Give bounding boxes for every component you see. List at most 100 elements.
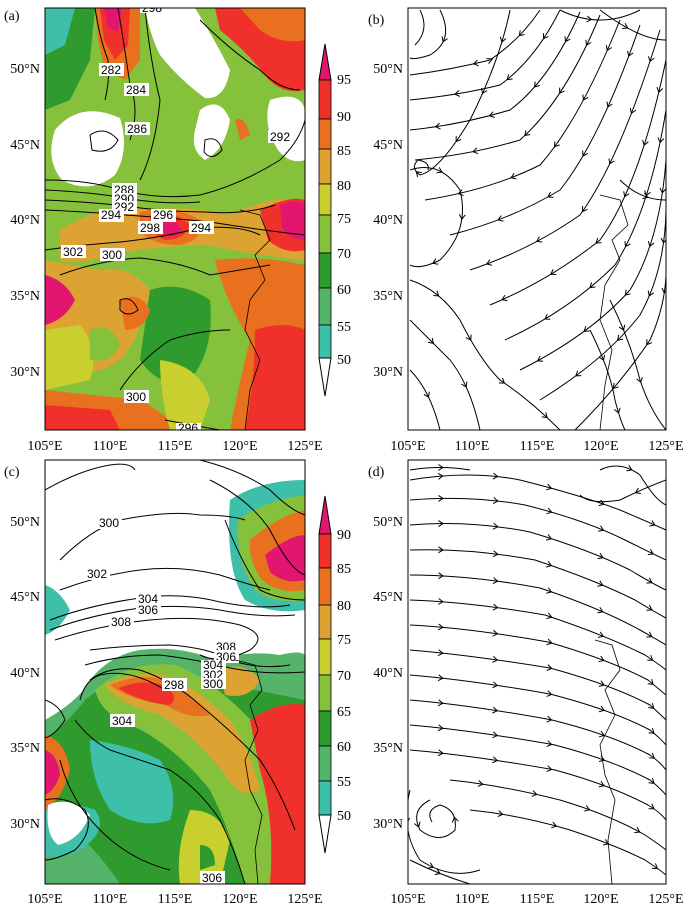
streamline-arrow-icon [477,780,484,787]
streamline-arrow-icon [492,731,499,739]
colorbar-level [318,745,332,782]
streamline-arrow-icon [437,699,444,707]
streamline-arrow-icon [597,580,604,587]
streamline-arrow-icon [608,158,615,165]
streamline-arrow-icon [437,623,444,631]
contour-label: 300 [126,390,146,404]
colorbar-level [318,252,332,289]
streamline-arrow-icon [595,237,602,244]
streamline-arrow-icon [492,706,499,714]
streamline-arrow-icon [524,130,531,137]
streamline-arrow-icon [648,803,655,810]
panel-d-coastline [594,639,621,884]
colorbar-tick: 85 [337,144,351,159]
panel-b-coastline [599,194,629,430]
lon-tick-label: 105°E [390,439,425,454]
streamline-arrow-icon [629,107,637,115]
panel-a-lat-ticks: 50°N 45°N 40°N 35°N 30°N [10,62,40,380]
contour-label: 304 [203,658,223,672]
contour-label: 296 [178,421,198,435]
streamline-arrow-icon [485,259,493,266]
streamline-arrow-icon [627,50,634,57]
streamline-arrow-icon [546,740,553,748]
colorbar-tick: 55 [337,775,351,790]
panel-c-humidity-map: 300 302 304 306 308 308 306 304 302 300 … [4,459,351,907]
panel-a-lon-ticks: 105°E 110°E 115°E 120°E 125°E [27,439,322,454]
streamline-arrow-icon [657,137,665,144]
streamline-arrow-icon [510,173,517,180]
colorbar-tick: 80 [337,179,351,194]
streamline-arrow-icon [458,214,466,220]
lat-tick-label: 30°N [373,365,403,380]
colorbar-level [318,214,332,254]
streamline-arrow-icon [518,30,525,37]
streamline-arrow-icon [455,136,462,143]
streamline-arrow-icon [499,36,507,43]
panel-b-frame [407,7,667,431]
lat-tick-label: 40°N [373,213,403,228]
contour-label: 286 [127,122,147,136]
lon-tick-label: 120°E [583,439,618,454]
colorbar-bottom-triangle-icon [318,357,332,397]
streamline-arrow-icon [461,381,468,388]
streamline-arrow-icon [492,550,499,558]
streamline-arrow-icon [598,730,606,738]
streamline-arrow-icon [623,191,630,198]
streamline-arrow-icon [423,391,430,398]
streamline-arrow-icon [659,187,666,194]
streamline-arrow-icon [598,499,605,507]
panel-c-coastline [234,659,263,884]
streamline-arrow-icon [648,56,655,63]
streamline-arrow-icon [618,324,626,331]
colorbar-level [318,604,332,640]
panel-d-streamlines [408,464,666,884]
colorbar-tick: 70 [337,669,351,684]
contour-label: 302 [63,245,83,259]
streamline-arrow-icon [646,604,653,611]
streamline-arrow-icon [648,777,655,784]
panel-b-streamline-map: (b) 50°N 45°N 40°N 35°N 30°N 105°E 110°E… [368,7,684,454]
lat-tick-label: 45°N [373,138,403,153]
streamline-arrow-icon [554,141,560,148]
streamline-arrow-icon [437,724,444,732]
streamline-arrow-icon [457,189,464,197]
streamline-arrow-icon [547,191,554,198]
streamline-arrow-icon [427,862,434,869]
streamline-arrow-icon [546,715,553,723]
panel-d-label: (d) [368,465,385,480]
colorbar-tick: 85 [337,562,351,577]
streamline-arrow-icon [438,572,444,580]
streamline-arrow-icon [624,241,631,248]
colorbar-tick: 75 [337,212,351,227]
streamline-arrow-icon [492,522,499,530]
lon-tick-label: 115°E [158,892,193,907]
streamline-arrow-icon [546,765,553,773]
streamline-arrow-icon [626,465,633,472]
colorbar-level [318,79,332,120]
colorbar-level [318,710,332,747]
colorbar-level [318,148,332,185]
streamline-arrow-icon [542,33,549,40]
lat-tick-label: 35°N [373,741,403,756]
colorbar-tick: 90 [337,528,351,543]
streamline-arrow-icon [624,289,631,296]
streamline-arrow-icon [647,548,654,556]
colorbar-level [318,183,332,216]
lon-tick-label: 105°E [27,892,62,907]
streamline-arrow-icon [438,495,444,502]
streamline-arrow-icon [656,86,664,94]
streamline-arrow-icon [646,577,653,584]
lat-tick-label: 40°N [10,213,40,228]
streamline-arrow-icon [492,603,499,611]
streamline-arrow-icon [544,313,551,320]
panel-c-lat-ticks: 50°N 45°N 40°N 35°N 30°N [10,515,40,832]
contour-label: 294 [101,208,121,222]
lat-tick-label: 30°N [10,365,40,380]
panel-d-streamline-map: (d) 50°N 45°N 40°N 35°N 30°N 105°E 110°E… [368,459,684,907]
colorbar-bottom-triangle-icon [318,814,332,854]
colorbar-tick: 60 [337,740,351,755]
lat-tick-label: 50°N [373,515,403,530]
streamline-arrow-icon [646,631,653,638]
lat-tick-label: 35°N [10,289,40,304]
streamline-arrow-icon [492,656,499,663]
